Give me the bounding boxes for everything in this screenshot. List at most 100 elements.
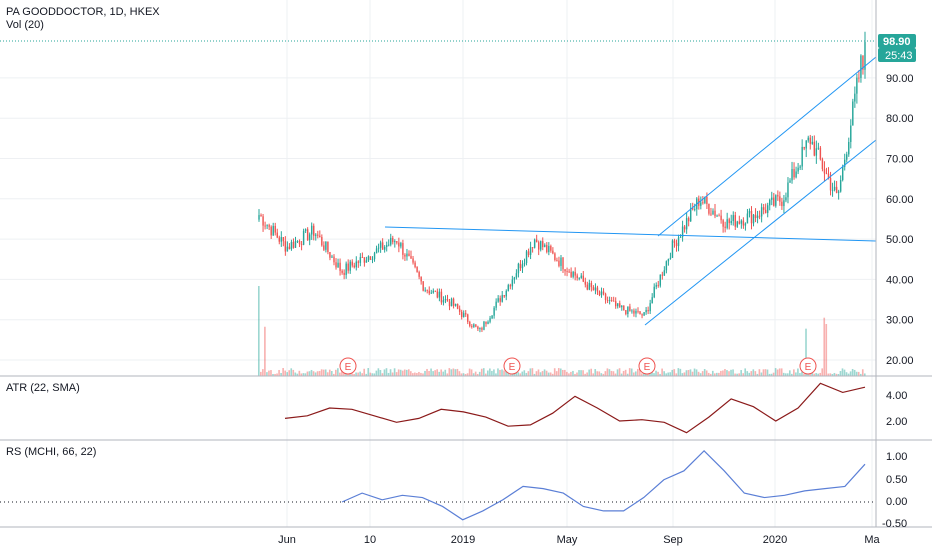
earnings-marker-label: E bbox=[509, 362, 516, 373]
candle-body bbox=[614, 301, 617, 307]
candle-body bbox=[507, 285, 510, 291]
rs-tick-neg-0-5: -0.50 bbox=[882, 518, 907, 530]
volume-bar bbox=[412, 373, 414, 376]
volume-bar bbox=[655, 370, 657, 376]
candle-body bbox=[525, 251, 528, 263]
rs-axis[interactable]: 1.00 0.50 0.00 -0.50 bbox=[882, 451, 907, 530]
candle-body bbox=[610, 300, 613, 301]
volume-bar bbox=[843, 369, 846, 376]
time-axis[interactable]: Jun 10 2019 May Sep 2020 Ma bbox=[278, 534, 880, 546]
volume-bar bbox=[328, 369, 331, 376]
volume-bar bbox=[628, 368, 631, 376]
bar-countdown: 25:43 bbox=[885, 50, 913, 62]
candle-body bbox=[750, 210, 753, 224]
candle-body bbox=[809, 137, 811, 144]
volume-bar bbox=[576, 372, 578, 376]
volume-bar bbox=[596, 371, 599, 376]
candle-body bbox=[619, 303, 621, 308]
candle-body bbox=[424, 289, 426, 291]
candle-body bbox=[390, 237, 392, 245]
volume-bar bbox=[501, 369, 503, 376]
atr-tick-2: 2.00 bbox=[886, 416, 907, 428]
candle-body bbox=[385, 245, 388, 248]
volume-bar bbox=[355, 372, 357, 376]
volume-bar bbox=[695, 369, 698, 376]
volume-bar bbox=[736, 373, 738, 376]
candle-body bbox=[448, 301, 451, 307]
volume-bar bbox=[438, 371, 440, 376]
volume-bar bbox=[466, 373, 469, 376]
volume-bar bbox=[752, 369, 755, 376]
candle-body bbox=[284, 241, 287, 252]
candle-body bbox=[736, 221, 739, 227]
rs-tick-0-5: 0.50 bbox=[886, 474, 907, 486]
candle-body bbox=[544, 244, 546, 248]
candle-body bbox=[268, 225, 270, 227]
candle-body bbox=[317, 234, 319, 236]
rs-legend[interactable]: RS (MCHI, 66, 22) bbox=[6, 446, 96, 458]
volume-bar bbox=[728, 371, 730, 376]
volume-bar bbox=[395, 372, 398, 376]
candle-body bbox=[831, 190, 834, 191]
volume-bar bbox=[847, 373, 850, 376]
volume-bar bbox=[322, 369, 325, 376]
candle-body bbox=[282, 237, 285, 242]
candle-body bbox=[730, 221, 732, 224]
candle-body bbox=[333, 256, 335, 263]
candle-body bbox=[590, 283, 593, 288]
volume-bar bbox=[493, 369, 495, 376]
candle-body bbox=[641, 314, 643, 316]
volume-bar bbox=[726, 370, 728, 376]
volume-bar bbox=[268, 370, 270, 376]
candle-body bbox=[531, 247, 534, 249]
candle-body bbox=[357, 261, 360, 263]
atr-axis[interactable]: 4.00 2.00 bbox=[886, 390, 907, 428]
volume-bar bbox=[805, 328, 807, 376]
candle-body bbox=[264, 225, 266, 227]
candle-body bbox=[304, 229, 307, 231]
volume-bar bbox=[318, 371, 321, 376]
atr-legend[interactable]: ATR (22, SMA) bbox=[6, 382, 80, 394]
candle-body bbox=[728, 219, 730, 224]
candle-body bbox=[683, 226, 686, 230]
volume-legend[interactable]: Vol (20) bbox=[6, 19, 44, 31]
volume-bar bbox=[827, 373, 830, 376]
candle-body bbox=[375, 248, 378, 254]
candle-body bbox=[402, 243, 404, 255]
volume-bar bbox=[523, 370, 526, 376]
volume-bar bbox=[707, 372, 710, 376]
candle-body bbox=[329, 251, 331, 258]
trend-channel-drawing[interactable] bbox=[384, 56, 877, 326]
candle-body bbox=[797, 167, 799, 172]
volume-bar bbox=[312, 371, 315, 376]
volume-bar bbox=[665, 373, 667, 376]
volume-bar bbox=[697, 371, 700, 376]
candle-body bbox=[791, 169, 793, 181]
volume-bar bbox=[416, 372, 418, 376]
candle-body bbox=[631, 310, 633, 312]
volume-bar bbox=[478, 371, 481, 376]
volume-bar bbox=[667, 372, 670, 376]
candle-body bbox=[542, 241, 544, 248]
candle-body bbox=[361, 257, 364, 258]
volume-bar bbox=[480, 368, 483, 376]
symbol-legend[interactable]: PA GOODDOCTOR, 1D, HKEX bbox=[6, 6, 160, 18]
volume-bar bbox=[332, 373, 335, 376]
candle-body bbox=[685, 218, 688, 230]
candle-body bbox=[576, 275, 578, 279]
candle-body bbox=[367, 256, 370, 261]
candle-body bbox=[369, 256, 372, 260]
candle-body bbox=[444, 299, 447, 301]
price-axis[interactable]: 90.00 80.00 70.00 60.00 50.00 40.00 30.00 20.00 bbox=[886, 73, 914, 367]
volume-bar bbox=[616, 369, 619, 376]
candle-body bbox=[270, 226, 272, 236]
candle-body bbox=[785, 197, 787, 201]
volume-bar bbox=[641, 373, 643, 376]
volume-bar bbox=[786, 373, 789, 376]
candle-body bbox=[410, 256, 412, 259]
volume-bar bbox=[497, 368, 499, 376]
volume-bar bbox=[258, 286, 260, 376]
volume-bar bbox=[407, 369, 410, 376]
